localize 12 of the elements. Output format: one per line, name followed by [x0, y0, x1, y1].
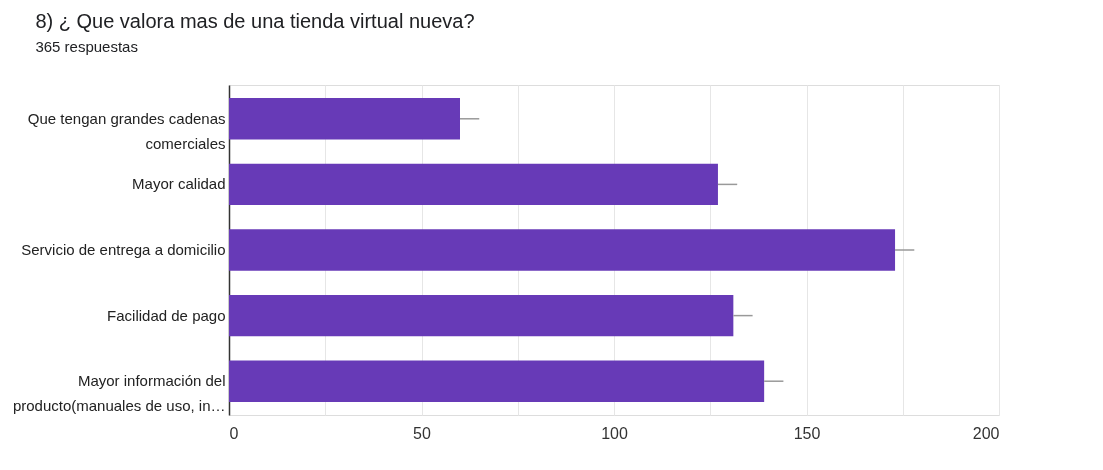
y-tick-label: Mayor información del producto(manuales de uso, in…: [12, 372, 226, 415]
chart-title: 8) ¿ Que valora mas de una tienda virtual nueva?: [35, 10, 475, 32]
x-tick-label: 0: [229, 424, 239, 442]
x-tick-label: 150: [793, 424, 821, 442]
x-tick-label: 100: [601, 424, 628, 442]
y-tick-label: Facilidad de pago: [107, 306, 226, 324]
y-tick-label: Que tengan grandes cadenas comerciales: [27, 109, 226, 152]
text: 365 respuestas: [35, 38, 138, 55]
x-tick-label: 50: [413, 424, 431, 442]
x-tick-label: 200: [972, 424, 1000, 442]
y-tick-label: Servicio de entrega a domicilio: [21, 241, 226, 258]
y-tick-label: Mayor calidad: [132, 175, 226, 193]
